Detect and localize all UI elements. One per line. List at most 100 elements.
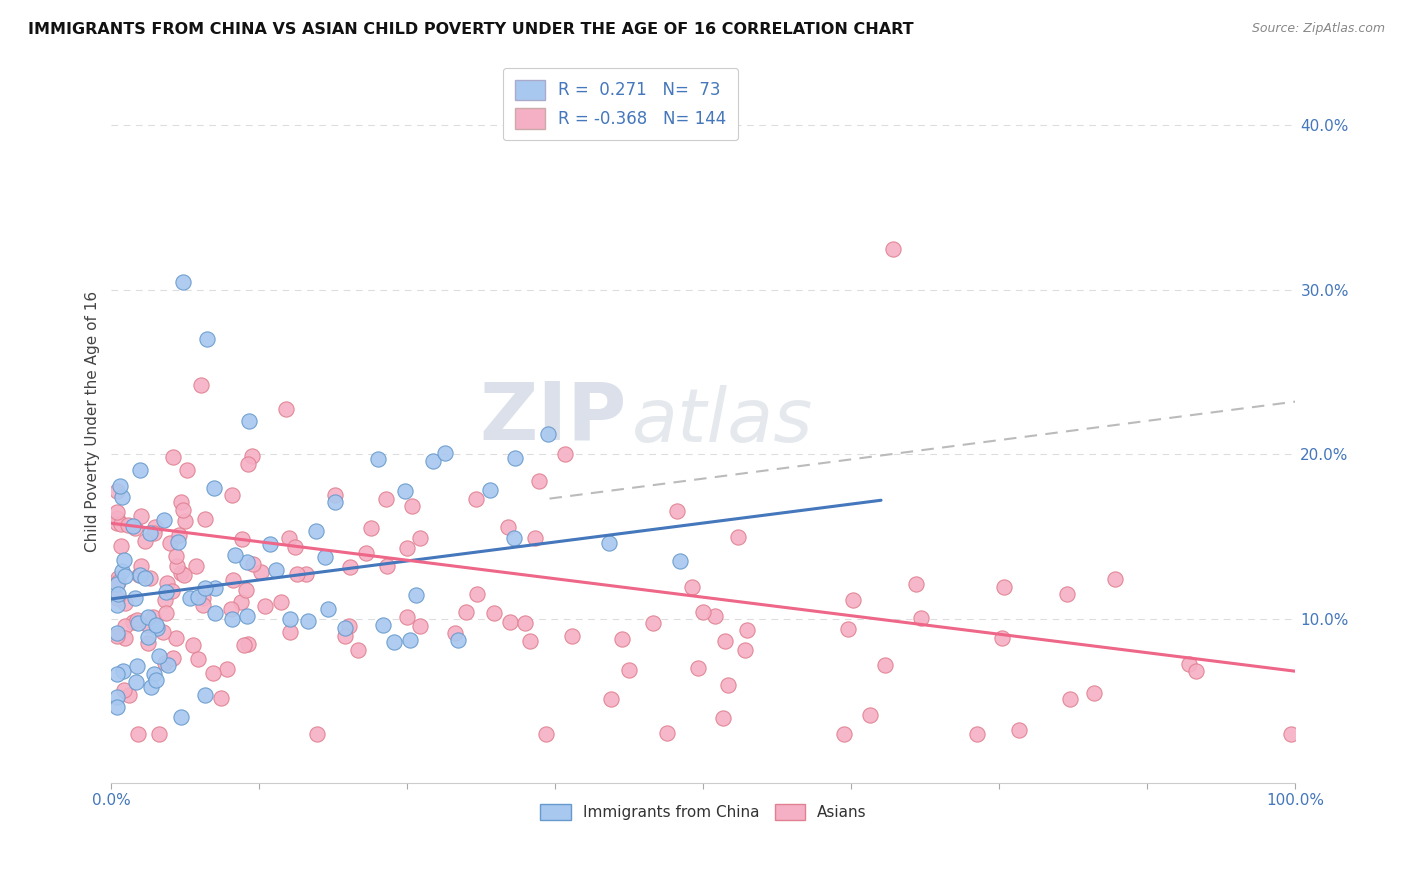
Point bbox=[145, 618, 167, 632]
Point bbox=[681, 580, 703, 594]
Point bbox=[367, 451, 389, 466]
Point bbox=[401, 499, 423, 513]
Point bbox=[187, 652, 209, 666]
Point bbox=[408, 531, 430, 545]
Point bbox=[129, 508, 152, 523]
Point bbox=[138, 636, 160, 650]
Point bbox=[105, 577, 128, 591]
Point bbox=[157, 658, 180, 673]
Point bbox=[194, 581, 217, 595]
Point bbox=[347, 643, 370, 657]
Point bbox=[202, 481, 225, 495]
Point bbox=[105, 700, 128, 714]
Point bbox=[668, 554, 690, 568]
Point bbox=[305, 727, 328, 741]
Point bbox=[323, 488, 346, 502]
Point bbox=[398, 632, 420, 647]
Point bbox=[221, 612, 243, 626]
Point bbox=[254, 599, 277, 613]
Point bbox=[139, 680, 162, 694]
Point bbox=[221, 488, 243, 502]
Point bbox=[143, 520, 166, 534]
Point bbox=[136, 617, 159, 632]
Point bbox=[129, 463, 152, 477]
Point bbox=[305, 524, 328, 538]
Point bbox=[170, 494, 193, 508]
Point bbox=[105, 483, 128, 498]
Point bbox=[297, 614, 319, 628]
Text: IMMIGRANTS FROM CHINA VS ASIAN CHILD POVERTY UNDER THE AGE OF 16 CORRELATION CHA: IMMIGRANTS FROM CHINA VS ASIAN CHILD POV… bbox=[28, 22, 914, 37]
Point bbox=[665, 504, 688, 518]
Point bbox=[882, 242, 904, 256]
Point bbox=[447, 632, 470, 647]
Point bbox=[114, 569, 136, 583]
Point bbox=[250, 565, 273, 579]
Point bbox=[111, 564, 134, 578]
Point bbox=[127, 613, 149, 627]
Point bbox=[1008, 723, 1031, 738]
Point bbox=[236, 555, 259, 569]
Point bbox=[105, 667, 128, 681]
Point bbox=[107, 575, 129, 590]
Point bbox=[145, 621, 167, 635]
Point bbox=[527, 474, 550, 488]
Point bbox=[433, 445, 456, 459]
Point bbox=[1104, 572, 1126, 586]
Point bbox=[536, 727, 558, 741]
Point bbox=[231, 532, 253, 546]
Point bbox=[270, 595, 292, 609]
Point bbox=[395, 610, 418, 624]
Point bbox=[482, 606, 505, 620]
Point bbox=[1059, 691, 1081, 706]
Point bbox=[166, 534, 188, 549]
Point bbox=[990, 631, 1012, 645]
Point bbox=[316, 601, 339, 615]
Point bbox=[717, 678, 740, 692]
Point bbox=[238, 414, 260, 428]
Point bbox=[454, 605, 477, 619]
Point bbox=[172, 503, 194, 517]
Point bbox=[114, 619, 136, 633]
Point bbox=[122, 615, 145, 629]
Point bbox=[236, 457, 259, 471]
Point bbox=[110, 539, 132, 553]
Point bbox=[134, 533, 156, 548]
Point bbox=[1279, 727, 1302, 741]
Point bbox=[162, 450, 184, 465]
Point bbox=[187, 590, 209, 604]
Point bbox=[190, 378, 212, 392]
Point bbox=[503, 531, 526, 545]
Point bbox=[112, 553, 135, 567]
Point bbox=[396, 541, 419, 555]
Point bbox=[612, 632, 634, 646]
Point bbox=[655, 726, 678, 740]
Point bbox=[711, 710, 734, 724]
Point bbox=[1185, 664, 1208, 678]
Point bbox=[145, 673, 167, 688]
Point bbox=[496, 520, 519, 534]
Point bbox=[191, 591, 214, 605]
Point bbox=[138, 610, 160, 624]
Point bbox=[184, 558, 207, 573]
Point bbox=[598, 536, 620, 550]
Point bbox=[117, 518, 139, 533]
Point bbox=[523, 531, 546, 545]
Point bbox=[619, 663, 641, 677]
Point bbox=[125, 674, 148, 689]
Point bbox=[174, 514, 197, 528]
Point bbox=[643, 615, 665, 630]
Point bbox=[127, 615, 149, 630]
Point bbox=[114, 596, 136, 610]
Text: atlas: atlas bbox=[633, 385, 814, 458]
Point bbox=[152, 513, 174, 527]
Point bbox=[464, 492, 486, 507]
Point bbox=[233, 638, 256, 652]
Point bbox=[236, 609, 259, 624]
Point bbox=[170, 710, 193, 724]
Point bbox=[966, 727, 988, 741]
Point bbox=[337, 619, 360, 633]
Point bbox=[153, 592, 176, 607]
Point bbox=[127, 727, 149, 741]
Point bbox=[904, 577, 927, 591]
Point bbox=[295, 566, 318, 581]
